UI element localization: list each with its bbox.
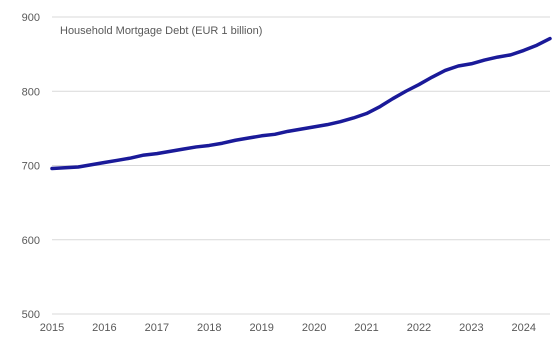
x-tick-label: 2017 xyxy=(145,322,169,334)
gridlines xyxy=(52,16,550,315)
x-tick-label: 2024 xyxy=(512,322,536,334)
x-tick-label: 2023 xyxy=(459,322,483,334)
series-line xyxy=(50,36,552,171)
y-tick-label: 900 xyxy=(22,12,40,24)
y-tick-label: 500 xyxy=(22,309,40,321)
series-layer xyxy=(50,36,552,171)
y-tick-label: 700 xyxy=(22,161,40,173)
x-tick-label: 2021 xyxy=(354,322,378,334)
x-tick-label: 2022 xyxy=(407,322,431,334)
x-tick-label: 2020 xyxy=(302,322,326,334)
x-axis-ticks: 2015 2016 2017 2018 2019 2020 2021 2022 2023 2024 xyxy=(40,322,536,334)
x-tick-label: 2018 xyxy=(197,322,221,334)
y-tick-label: 800 xyxy=(22,86,40,98)
y-tick-label: 600 xyxy=(22,235,40,247)
x-tick-label: 2019 xyxy=(249,322,273,334)
x-tick-label: 2015 xyxy=(40,322,64,334)
y-axis-ticks: 500 600 700 800 900 xyxy=(22,12,40,321)
x-tick-label: 2016 xyxy=(92,322,116,334)
chart-title: Household Mortgage Debt (EUR 1 billion) xyxy=(60,25,262,37)
